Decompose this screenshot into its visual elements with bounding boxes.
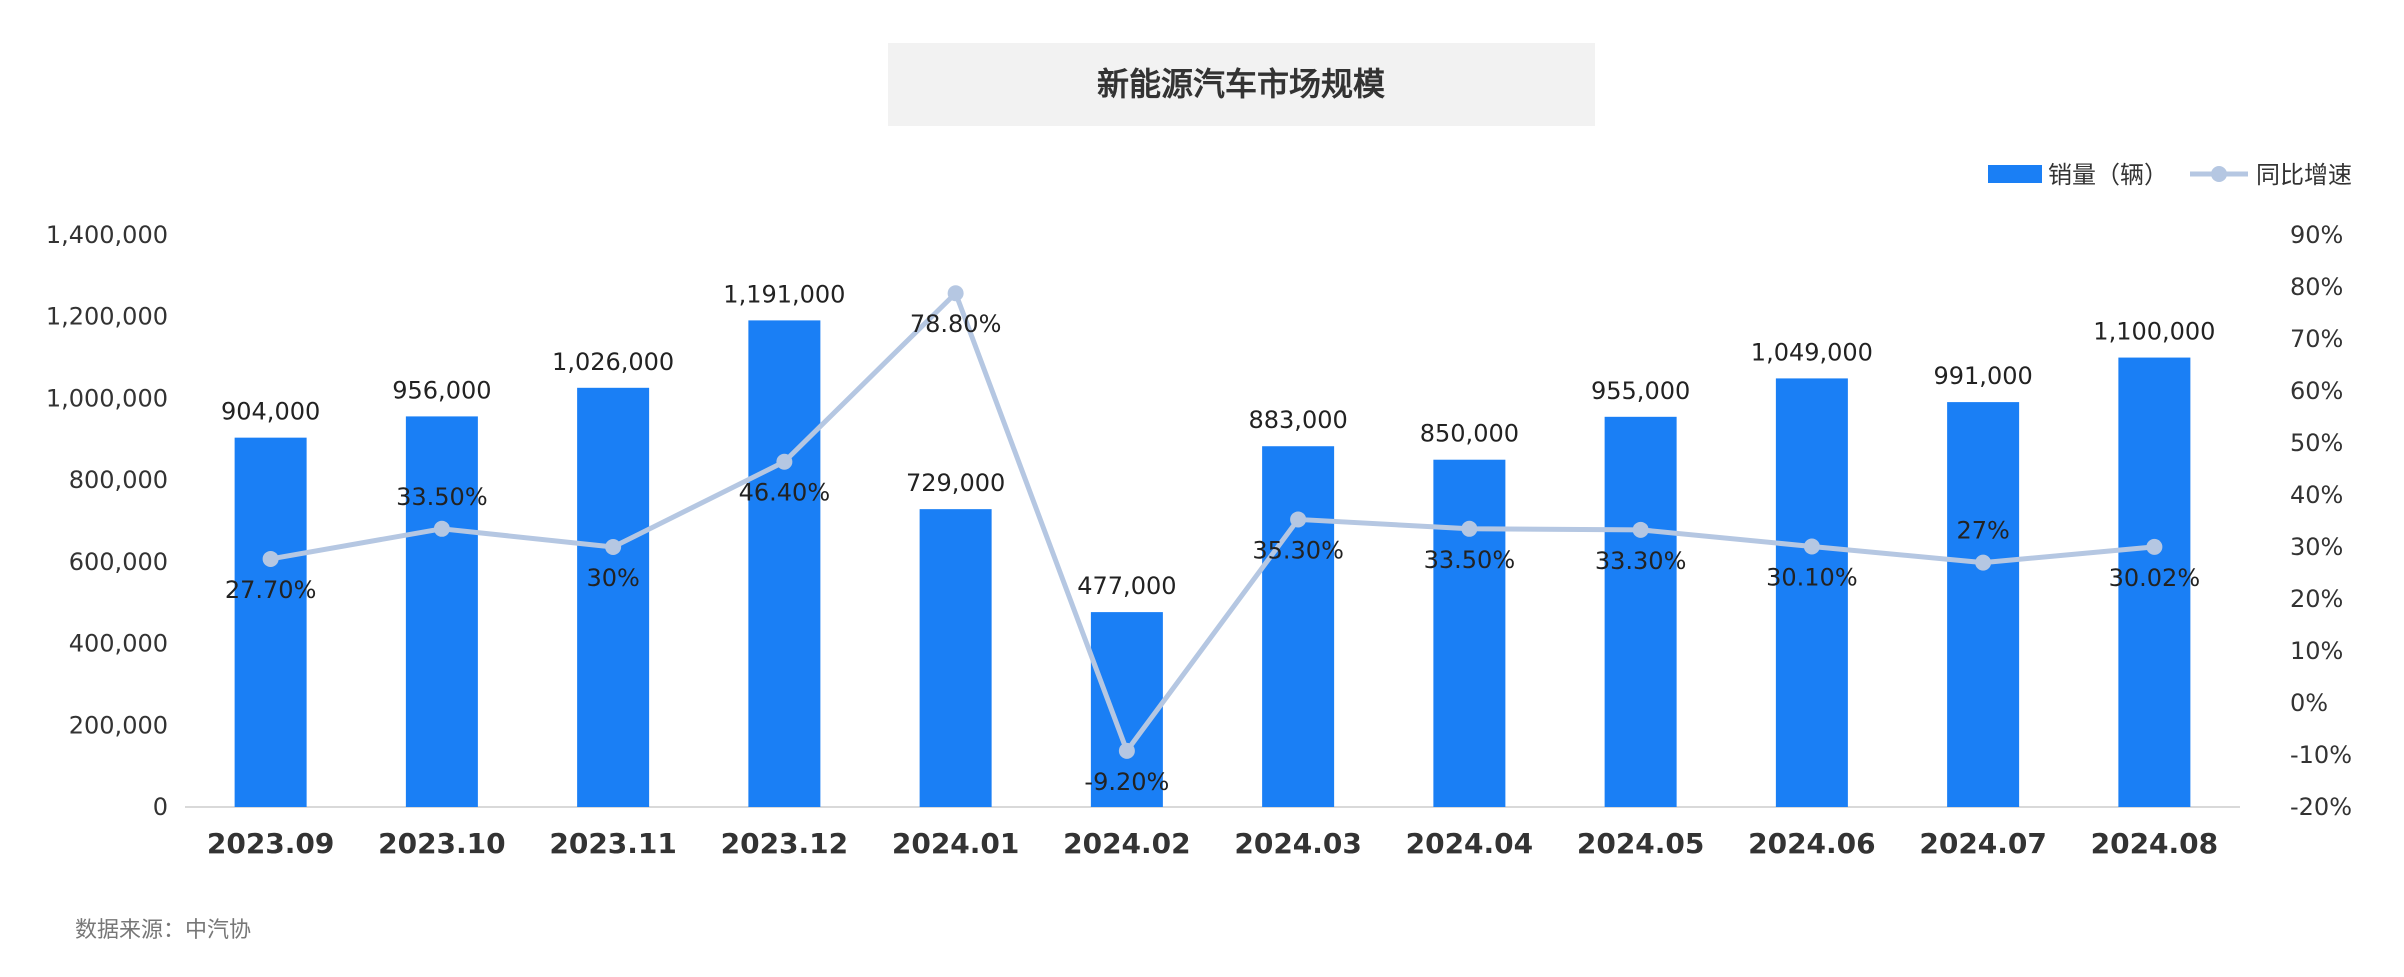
growth-point (2146, 538, 2163, 555)
bar-value-label: 955,000 (1591, 377, 1690, 405)
bar-value-label: 850,000 (1420, 420, 1519, 448)
legend: 销量（辆） 同比增速 (1988, 161, 2352, 189)
growth-point (605, 539, 622, 555)
growth-value-label: 30.10% (1766, 563, 1858, 591)
bar-value-label: 883,000 (1249, 406, 1348, 434)
right-axis-tick-label: 70% (2290, 325, 2343, 353)
bar (1604, 416, 1677, 807)
growth-value-label: 33.30% (1595, 547, 1687, 575)
x-axis-tick-label: 2024.06 (1748, 827, 1876, 860)
growth-point (1975, 554, 1992, 571)
growth-value-label: 33.50% (1424, 546, 1516, 574)
growth-point (262, 550, 279, 567)
growth-value-label: -9.20% (1084, 768, 1169, 796)
bar-value-label: 1,100,000 (2093, 318, 2215, 346)
plot-area: 0 200,000 400,000 600,000 800,000 1,000,000 1,… (46, 221, 2352, 860)
legend-bar-label: 销量（辆） (2048, 161, 2168, 189)
growth-value-label: 33.50% (396, 483, 488, 511)
growth-point (1290, 511, 1307, 528)
bar (2118, 357, 2191, 807)
growth-point (776, 453, 793, 470)
x-axis-tick-label: 2024.07 (1919, 827, 2047, 860)
x-axis-tick-label: 2024.03 (1234, 827, 1362, 860)
growth-value-label: 35.30% (1252, 536, 1344, 564)
growth-point (1803, 538, 1820, 555)
growth-point (1461, 520, 1478, 537)
bar (919, 509, 992, 807)
growth-line (270, 290, 2155, 754)
growth-point (1118, 742, 1135, 759)
bar-value-label: 1,049,000 (1751, 338, 1873, 366)
source-note: 数据来源：中汽协 (75, 918, 251, 943)
right-axis-tick-label: 80% (2290, 273, 2343, 301)
right-axis-tick-label: 60% (2290, 377, 2343, 405)
bar (1433, 459, 1506, 807)
x-axis-tick-label: 2024.05 (1577, 827, 1705, 860)
right-axis-tick-label: 30% (2290, 533, 2343, 561)
legend-bar-swatch (1988, 165, 2042, 183)
x-axis-tick-label: 2024.01 (892, 827, 1020, 860)
left-axis-tick-label: 1,400,000 (46, 221, 168, 249)
growth-value-label: 30.02% (2109, 564, 2201, 592)
bar-value-label: 1,191,000 (723, 280, 845, 308)
chart-title: 新能源汽车市场规模 (1097, 65, 1385, 103)
x-axis-tick-label: 2024.02 (1063, 827, 1191, 860)
growth-value-label: 27% (1956, 517, 2009, 545)
right-axis-tick-label: 10% (2290, 637, 2343, 665)
x-axis-tick-label: 2023.11 (549, 827, 677, 860)
bar (1262, 446, 1335, 807)
right-axis-tick-label: 20% (2290, 585, 2343, 613)
right-axis-tick-label: 40% (2290, 481, 2343, 509)
title-box (888, 43, 1595, 126)
growth-point (947, 285, 964, 302)
bar-value-label: 904,000 (221, 398, 320, 426)
bar (1090, 612, 1163, 807)
left-axis-tick-label: 200,000 (69, 711, 168, 739)
bar-value-label: 1,026,000 (552, 348, 674, 376)
legend-line-marker (2211, 166, 2227, 182)
right-axis-tick-label: 0% (2290, 689, 2328, 717)
right-axis-tick-label: 90% (2290, 221, 2343, 249)
bar-value-label: 956,000 (392, 376, 491, 404)
left-axis-tick-label: 800,000 (69, 466, 168, 494)
growth-point (433, 520, 450, 537)
bar (405, 416, 478, 807)
x-axis-tick-label: 2023.09 (207, 827, 335, 860)
left-axis-tick-label: 0 (153, 793, 168, 821)
growth-point (1632, 521, 1649, 538)
left-axis-tick-label: 600,000 (69, 548, 168, 576)
bar (1775, 378, 1848, 807)
bar-value-label: 729,000 (906, 469, 1005, 497)
bar (1947, 402, 2020, 807)
growth-value-label: 27.70% (225, 576, 317, 604)
bar-value-label: 477,000 (1077, 572, 1176, 600)
x-axis-tick-label: 2024.04 (1406, 827, 1534, 860)
x-axis-tick-label: 2023.10 (378, 827, 506, 860)
growth-value-label: 46.40% (739, 479, 831, 507)
legend-line-label: 同比增速 (2256, 161, 2352, 189)
bar (234, 437, 307, 807)
bar-value-label: 991,000 (1934, 362, 2033, 390)
x-axis-tick-label: 2024.08 (2091, 827, 2219, 860)
bar (577, 387, 650, 807)
left-axis-tick-label: 400,000 (69, 630, 168, 658)
right-axis-tick-label: -20% (2290, 793, 2352, 821)
growth-value-label: 78.80% (910, 310, 1002, 338)
growth-value-label: 30% (586, 564, 639, 592)
right-axis-tick-label: 50% (2290, 429, 2343, 457)
left-axis-tick-label: 1,000,000 (46, 384, 168, 412)
x-axis-tick-label: 2023.12 (721, 827, 849, 860)
bar (748, 320, 821, 807)
right-axis-tick-label: -10% (2290, 741, 2352, 769)
left-axis-tick-label: 1,200,000 (46, 303, 168, 331)
